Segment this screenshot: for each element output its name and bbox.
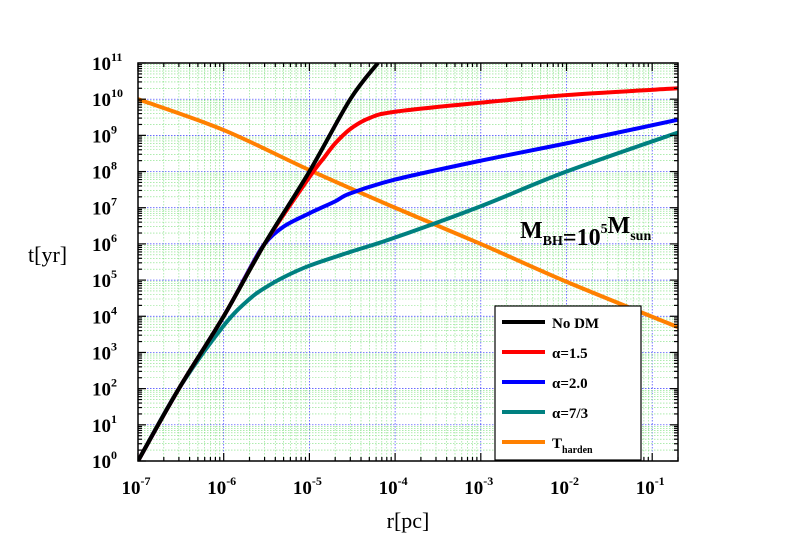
y-tick-label: 108: [92, 159, 117, 184]
legend-label-3: α=7/3: [552, 406, 588, 422]
x-tick-label: 10-4: [379, 474, 408, 499]
y-tick-label: 109: [92, 122, 117, 147]
legend: No DM α=1.5 α=2.0 α=7/3 Tharden: [494, 305, 642, 461]
legend-label-4: Tharden: [552, 436, 593, 456]
y-tick-label: 104: [92, 303, 117, 328]
y-tick-label: 105: [92, 267, 117, 292]
legend-label-2: α=2.0: [552, 376, 588, 392]
x-tick-label: 10-6: [207, 474, 236, 499]
x-tick-label: 10-5: [293, 474, 322, 499]
series-line-4: [138, 97, 678, 330]
series-line-3: [138, 130, 678, 461]
mass-annotation: MBH=105Msun: [520, 213, 651, 251]
y-tick-label: 100: [92, 448, 117, 473]
y-tick-label: 1011: [92, 50, 122, 75]
legend-label-0: No DM: [552, 316, 599, 332]
x-tick-label: 10-1: [636, 474, 665, 499]
y-tick-label: 101: [92, 412, 117, 437]
series-line-0: [138, 63, 380, 461]
y-tick-label: 102: [92, 376, 117, 401]
plot-frame: [137, 62, 679, 462]
y-axis-label: t[yr]: [28, 242, 67, 267]
x-tick-label: 10-2: [550, 474, 579, 499]
x-tick-label: 10-3: [464, 474, 493, 499]
y-tick-label: 106: [92, 231, 117, 256]
x-axis-label: r[pc]: [387, 508, 430, 533]
x-tick-label: 10-7: [122, 474, 151, 499]
y-tick-label: 103: [92, 339, 117, 364]
y-tick-label: 107: [92, 195, 117, 220]
legend-label-1: α=1.5: [552, 346, 588, 362]
y-tick-label: 1010: [92, 86, 123, 111]
series-group: [138, 63, 678, 461]
tick-labels: 10-7 10-6 10-5 10-4 10-3 10-2 10-1 100 101 102 103…: [92, 50, 665, 499]
